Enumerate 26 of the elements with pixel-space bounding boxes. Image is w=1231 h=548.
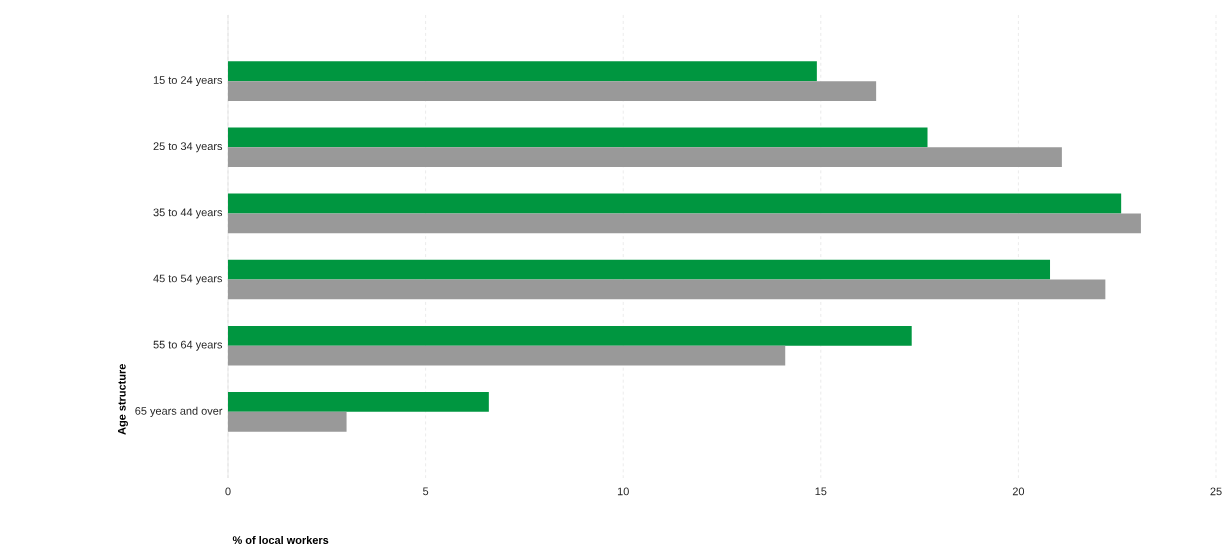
bar [228,279,1106,300]
y-tick-label: 55 to 64 years [153,340,223,351]
x-tick-label: 25 [1210,487,1222,496]
bar [228,193,1122,214]
y-tick-label: 65 years and over [135,406,223,417]
bar [228,147,1062,168]
bar [228,81,877,101]
y-axis-title: Age structure [118,364,128,435]
x-tick-label: 10 [617,487,629,496]
y-tick-label: 35 to 44 years [153,208,223,219]
bar [228,213,1141,234]
bar [228,61,817,82]
bar [228,259,1051,280]
bar [228,411,347,432]
bar [228,392,489,412]
y-tick-label: 25 to 34 years [153,142,223,153]
bar [228,127,928,148]
y-tick-label: 15 to 24 years [153,76,223,87]
x-axis-title: % of local workers [232,535,329,545]
x-tick-label: 0 [225,487,231,496]
bar [228,345,786,366]
x-tick-label: 20 [1012,487,1025,496]
x-tick-label: 15 [815,487,827,496]
y-tick-label: 45 to 54 years [153,274,223,285]
x-tick-label: 5 [423,487,429,496]
bar [228,325,912,346]
